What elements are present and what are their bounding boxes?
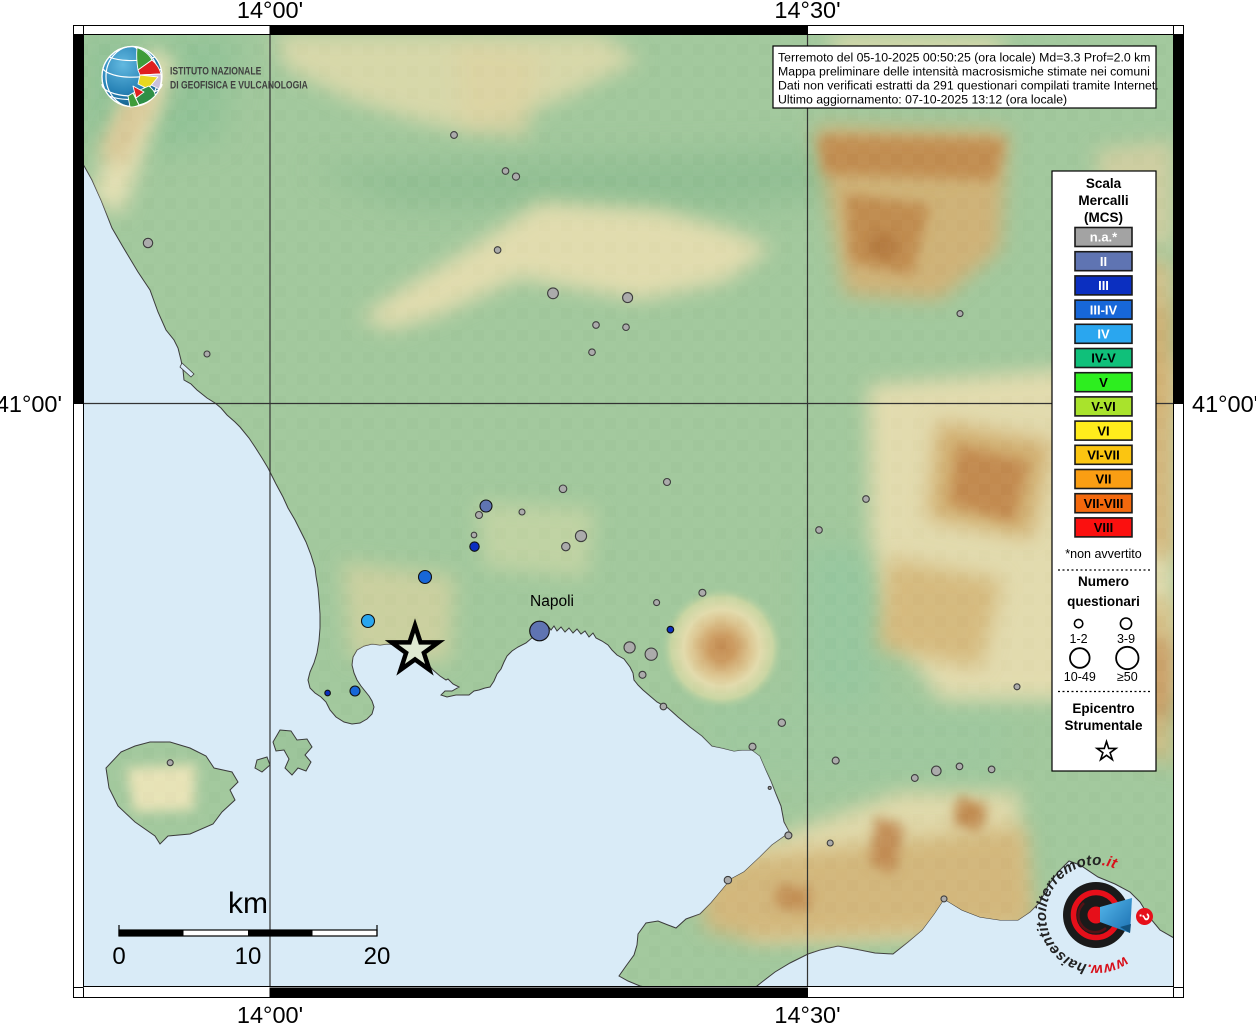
svg-text:III-IV: III-IV — [1090, 302, 1118, 317]
svg-text:VI: VI — [1097, 423, 1109, 438]
svg-text:1-2: 1-2 — [1070, 632, 1088, 646]
svg-text:II: II — [1100, 254, 1107, 269]
svg-text:0: 0 — [112, 943, 125, 970]
svg-text:IV-V: IV-V — [1091, 351, 1116, 366]
svg-text:Napoli: Napoli — [530, 593, 574, 610]
svg-text:n.a.*: n.a.* — [1090, 230, 1118, 245]
svg-text:41°00': 41°00' — [0, 391, 62, 417]
svg-text:Terremoto del 05-10-2025 00:50: Terremoto del 05-10-2025 00:50:25 (ora l… — [778, 51, 1151, 65]
svg-text:Mappa preliminare delle intens: Mappa preliminare delle intensità macros… — [778, 65, 1150, 79]
svg-text:Mercalli: Mercalli — [1078, 193, 1128, 208]
svg-text:VI-VII: VI-VII — [1087, 448, 1120, 463]
svg-text:km: km — [228, 887, 268, 920]
svg-text:Numero: Numero — [1078, 574, 1129, 589]
svg-text:questionari: questionari — [1067, 594, 1140, 609]
svg-text:10-49: 10-49 — [1064, 670, 1096, 684]
svg-text:DI GEOFISICA E VULCANOLOGIA: DI GEOFISICA E VULCANOLOGIA — [170, 80, 308, 92]
svg-text:Dati non verificati estratti d: Dati non verificati estratti da 291 ques… — [778, 79, 1159, 93]
svg-text:*non avvertito: *non avvertito — [1065, 547, 1141, 561]
svg-text:VIII: VIII — [1094, 520, 1114, 535]
svg-text:41°00': 41°00' — [1192, 391, 1256, 417]
svg-text:10: 10 — [235, 943, 262, 970]
svg-text:III: III — [1098, 278, 1109, 293]
svg-text:Scala: Scala — [1086, 176, 1122, 191]
svg-text:VII-VIII: VII-VIII — [1084, 496, 1124, 511]
svg-text:V-VI: V-VI — [1091, 399, 1116, 414]
svg-text:VII: VII — [1096, 472, 1112, 487]
svg-text:14°30': 14°30' — [774, 0, 840, 23]
svg-text:Strumentale: Strumentale — [1064, 718, 1143, 733]
svg-text:V: V — [1099, 375, 1108, 390]
svg-text:(MCS): (MCS) — [1084, 210, 1123, 225]
svg-text:?: ? — [1136, 911, 1153, 922]
svg-text:3-9: 3-9 — [1117, 632, 1135, 646]
svg-text:≥50: ≥50 — [1117, 670, 1138, 684]
svg-text:ISTITUTO NAZIONALE: ISTITUTO NAZIONALE — [170, 66, 262, 78]
svg-text:IV: IV — [1097, 327, 1110, 342]
svg-text:Epicentro: Epicentro — [1072, 701, 1134, 716]
svg-text:14°30': 14°30' — [774, 1002, 840, 1024]
svg-text:Ultimo aggiornamento: 07-10-20: Ultimo aggiornamento: 07-10-2025 13:12 (… — [778, 93, 1067, 107]
svg-text:14°00': 14°00' — [237, 1002, 303, 1024]
svg-text:20: 20 — [364, 943, 391, 970]
svg-text:14°00': 14°00' — [237, 0, 303, 23]
